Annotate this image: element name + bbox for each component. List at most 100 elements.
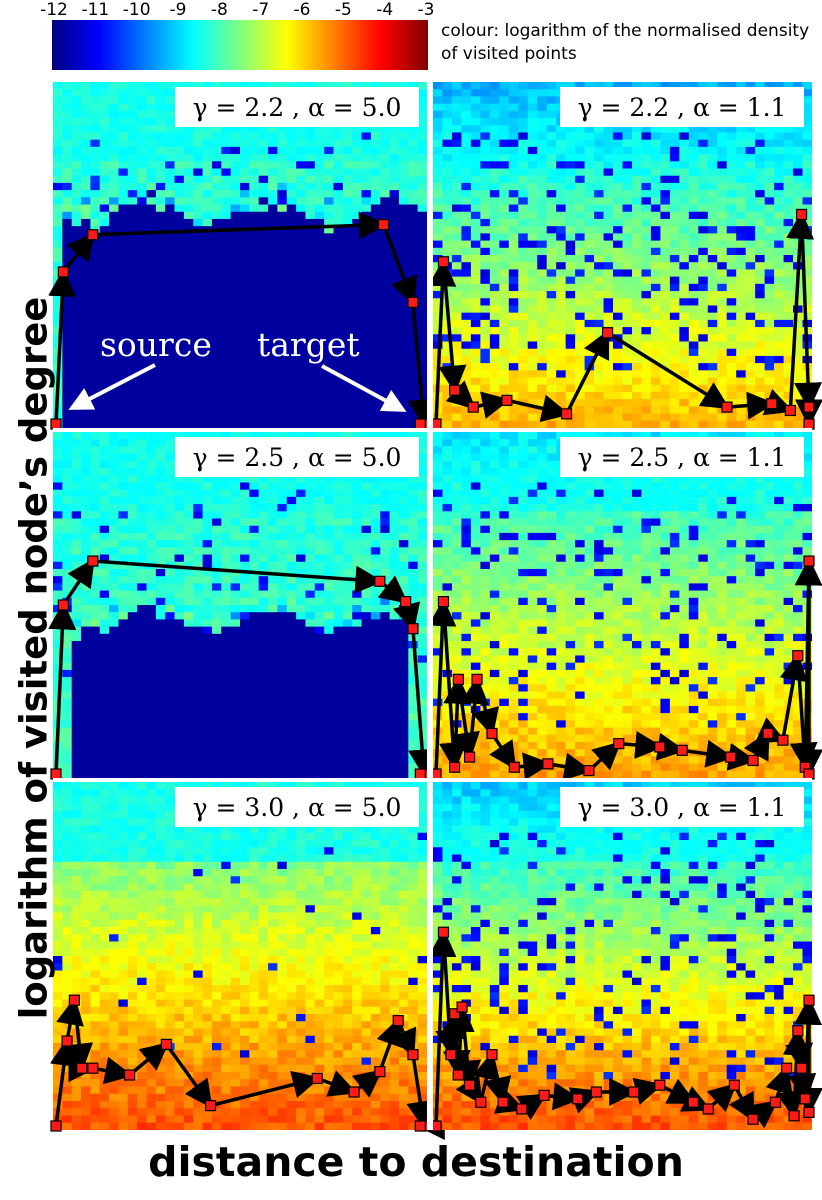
heatmap-cell (745, 125, 756, 134)
heatmap-cell (508, 355, 519, 364)
heatmap-cell (451, 103, 463, 112)
heatmap-cell (508, 132, 519, 141)
heatmap-cell (305, 612, 316, 621)
heatmap-cell (109, 612, 120, 621)
heatmap-cell (527, 305, 538, 314)
heatmap-cell (603, 139, 614, 148)
heatmap-cell (736, 370, 747, 379)
heatmap-cell (726, 312, 737, 321)
heatmap-cell (774, 291, 785, 299)
heatmap-cell (698, 161, 709, 170)
heatmap-cell (249, 363, 260, 371)
heatmap-cell (174, 518, 185, 527)
heatmap-cell (783, 348, 794, 357)
heatmap-cell (137, 96, 148, 105)
heatmap-cell (324, 504, 335, 512)
heatmap-cell (726, 226, 737, 234)
heatmap-cell (296, 370, 307, 379)
heatmap-cell (417, 355, 427, 364)
heatmap-cell (71, 154, 82, 162)
heatmap-cell (380, 605, 391, 613)
heatmap-cell (277, 406, 288, 415)
heatmap-cell (546, 118, 557, 126)
heatmap-cell (249, 218, 260, 227)
heatmap-cell (127, 583, 138, 592)
heatmap-cell (81, 132, 91, 141)
heatmap-cell (240, 161, 250, 170)
heatmap-cell (202, 413, 213, 422)
heatmap-cell (802, 89, 812, 98)
heatmap-cell (137, 420, 148, 428)
heatmap-cell (755, 269, 766, 278)
heatmap-cell (230, 132, 241, 141)
heatmap-cell (118, 547, 129, 556)
heatmap-cell (736, 413, 747, 422)
heatmap-cell (62, 532, 73, 541)
heatmap-cell (211, 554, 222, 563)
heatmap-cell (193, 190, 204, 198)
heatmap-cell (717, 240, 728, 249)
heatmap-cell (518, 89, 529, 98)
heatmap-cell (71, 132, 82, 141)
heatmap-cell (688, 125, 699, 134)
heatmap-cell (62, 327, 73, 335)
heatmap-cell (499, 168, 510, 177)
heatmap-cell (361, 619, 372, 628)
heatmap-cell (296, 211, 307, 220)
heatmap-cell (774, 255, 785, 263)
heatmap-cell (99, 413, 110, 422)
heatmap-cell (202, 240, 213, 249)
heatmap-cell (736, 226, 747, 234)
heatmap-cell (258, 146, 269, 155)
heatmap-cell (408, 168, 419, 177)
heatmap-cell (508, 218, 519, 227)
heatmap-cell (489, 276, 500, 285)
heatmap-cell (268, 305, 278, 314)
heatmap-cell (277, 283, 288, 292)
heatmap-cell (470, 269, 481, 278)
heatmap-cell (793, 125, 804, 134)
heatmap-cell (489, 319, 500, 328)
heatmap-cell (417, 262, 427, 271)
heatmap-cell (240, 554, 250, 563)
heatmap-cell (109, 583, 120, 592)
heatmap-cell (155, 619, 166, 628)
heatmap-cell (451, 348, 463, 357)
heatmap-cell (745, 305, 756, 314)
heatmap-cell (155, 439, 166, 448)
heatmap-cell (470, 125, 481, 134)
heatmap-cell (258, 291, 269, 299)
heatmap-cell (202, 182, 213, 191)
heatmap-cell (417, 468, 427, 476)
heatmap-cell (193, 125, 204, 134)
heatmap-cell (361, 511, 372, 520)
heatmap-cell (470, 154, 481, 162)
heatmap-cell (137, 204, 148, 213)
heatmap-cell (508, 413, 519, 422)
heatmap-cell (333, 154, 344, 162)
heatmap-cell (324, 132, 335, 141)
heatmap-cell (361, 355, 372, 364)
heatmap-cell (202, 576, 213, 584)
heatmap-cell (230, 262, 241, 271)
heatmap-cell (408, 406, 419, 415)
heatmap-cell (736, 319, 747, 328)
heatmap-cell (90, 489, 101, 498)
heatmap-cell (296, 619, 307, 628)
heatmap-cell (118, 82, 129, 90)
heatmap-cell (660, 247, 671, 256)
heatmap-cell (361, 327, 372, 335)
heatmap-cell (53, 446, 63, 455)
heatmap-cell (165, 247, 176, 256)
heatmap-cell (417, 103, 427, 112)
heatmap-cell (314, 619, 325, 628)
heatmap-cell (398, 190, 409, 198)
heatmap-cell (277, 619, 288, 628)
heatmap-cell (109, 82, 120, 90)
heatmap-cell (622, 146, 633, 155)
heatmap-cell (527, 348, 538, 357)
path-segment (48, 268, 77, 425)
heatmap-cell (802, 255, 812, 263)
heatmap-cell (90, 363, 101, 371)
heatmap-cell (109, 182, 120, 191)
